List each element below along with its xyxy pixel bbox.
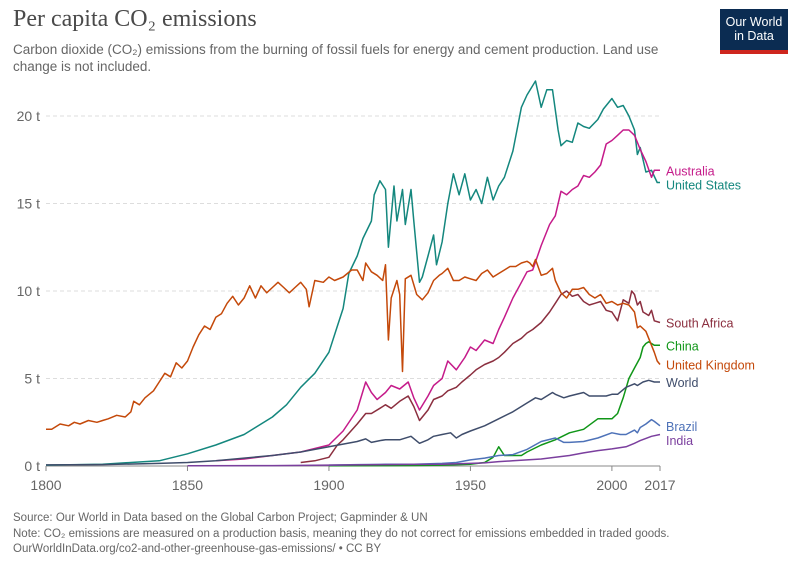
- x-tick-label: 2000: [596, 477, 627, 493]
- logo-line-1: Our World: [725, 15, 783, 29]
- chart-title: Per capita CO₂ emissions: [13, 6, 257, 32]
- y-tick-label: 10 t: [17, 283, 40, 299]
- methodology-note: Note: CO₂ emissions are measured on a pr…: [13, 527, 670, 540]
- series-label-india: India: [666, 434, 693, 448]
- line-chart: 0 t 5 t 10 t 15 t 20 t 1800 1850 1900 1950 2000 20…: [17, 80, 755, 493]
- source-url[interactable]: OurWorldInData.org/co2-and-other-greenho…: [13, 543, 382, 555]
- series-label-united-kingdom: United Kingdom: [666, 359, 755, 373]
- series-line-united-kingdom: [46, 258, 661, 431]
- series-label-world: World: [666, 376, 698, 390]
- series-label-united-states: United States: [666, 178, 741, 192]
- series-label-australia: Australia: [666, 164, 715, 178]
- chart-footer: Source: Our World in Data based on the G…: [13, 511, 793, 558]
- x-tick-label: 1800: [30, 477, 61, 493]
- x-tick-label: 2017: [644, 477, 675, 493]
- source-note: Source: Our World in Data based on the G…: [13, 512, 428, 524]
- series-line-brazil: [328, 418, 661, 466]
- series-line-south-africa: [300, 290, 661, 464]
- series-label-brazil: Brazil: [666, 420, 697, 434]
- logo-line-2: in Data: [734, 29, 774, 43]
- y-tick-label: 20 t: [17, 108, 40, 124]
- series-label-south-africa: South Africa: [666, 317, 733, 331]
- owid-logo[interactable]: Our World in Data: [720, 9, 788, 54]
- x-tick-label: 1850: [172, 477, 203, 493]
- y-tick-label: 15 t: [17, 196, 40, 212]
- series-line-united-states: [45, 80, 660, 466]
- x-tick-label: 1950: [455, 477, 486, 493]
- y-tick-label: 0 t: [24, 458, 40, 474]
- chart-subtitle: Carbon dioxide (CO₂) emissions from the …: [13, 42, 659, 74]
- series-line-india: [187, 433, 661, 467]
- y-tick-label: 5 t: [24, 371, 40, 387]
- series-line-australia: [215, 129, 660, 462]
- x-tick-label: 1900: [313, 477, 344, 493]
- series-label-china: China: [666, 339, 699, 353]
- series-line-world: [45, 379, 660, 466]
